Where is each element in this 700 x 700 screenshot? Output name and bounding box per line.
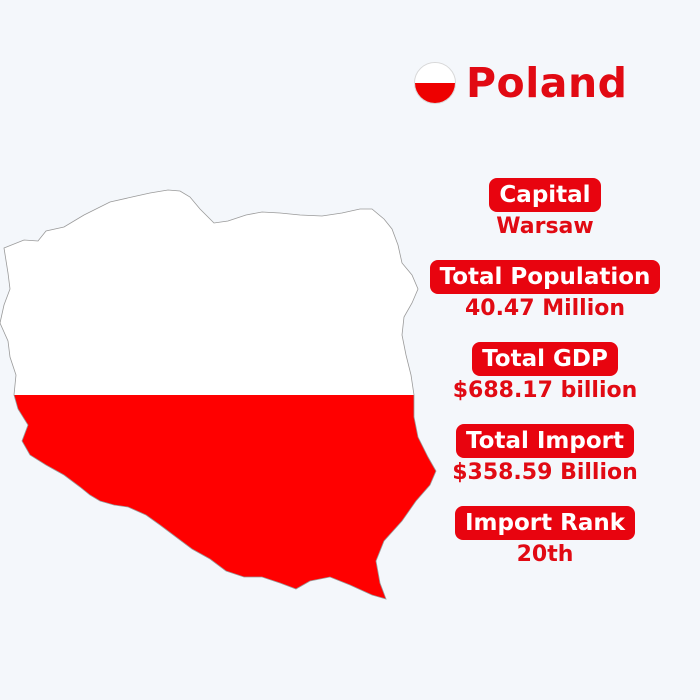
fact-label: Total Import <box>456 424 634 458</box>
fact-value: Warsaw <box>496 214 594 239</box>
fact-value: $688.17 billion <box>452 378 638 403</box>
fact-import-rank: Import Rank 20th <box>420 506 670 570</box>
fact-label: Total Population <box>429 260 661 294</box>
facts-panel: Capital Warsaw Total Population 40.47 Mi… <box>420 178 670 588</box>
fact-label: Capital <box>489 178 601 212</box>
fact-capital: Capital Warsaw <box>420 178 670 242</box>
poland-flag-icon <box>414 62 456 104</box>
poland-map-flag <box>0 185 445 609</box>
page-title: Poland <box>466 59 628 107</box>
fact-label: Import Rank <box>454 506 636 540</box>
fact-total-gdp: Total GDP $688.17 billion <box>420 342 670 406</box>
fact-value: $358.59 Billion <box>452 460 638 485</box>
fact-value: 20th <box>516 542 574 567</box>
fact-total-import: Total Import $358.59 Billion <box>420 424 670 488</box>
fact-value: 40.47 Million <box>464 296 626 321</box>
fact-label: Total GDP <box>472 342 618 376</box>
fact-total-population: Total Population 40.47 Million <box>420 260 670 324</box>
page-header: Poland <box>414 58 627 108</box>
